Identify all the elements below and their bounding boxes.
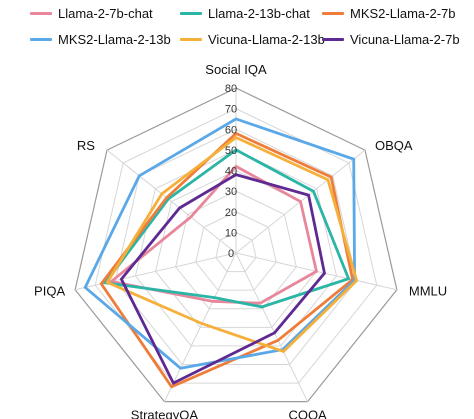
legend-item-5: Vicuna-Llama-2-7b — [322, 32, 460, 47]
series-1 — [102, 148, 351, 309]
grid-ring-50 — [134, 149, 338, 347]
legend-swatch-4 — [180, 38, 202, 41]
legend-item-3: MKS2-Llama-2-13b — [30, 32, 171, 47]
axis-label-2: MMLU — [409, 284, 447, 299]
axis-label-4: StrategyQA — [131, 408, 199, 419]
legend-label-2: MKS2-Llama-2-7b — [350, 6, 456, 21]
legend-label-4: Vicuna-Llama-2-13b — [208, 32, 325, 47]
tick-label-40: 40 — [225, 166, 237, 178]
legend-label-5: Vicuna-Llama-2-7b — [350, 32, 460, 47]
axis-label-5: PIQA — [34, 284, 65, 299]
legend-label-3: MKS2-Llama-2-13b — [58, 32, 171, 47]
legend-item-2: MKS2-Llama-2-7b — [322, 6, 456, 21]
grid-ring-10 — [215, 231, 257, 273]
axis-label-6: RS — [77, 138, 95, 153]
legend-label-1: Llama-2-13b-chat — [208, 6, 310, 21]
tick-label-0: 0 — [228, 248, 234, 260]
tick-label-20: 20 — [225, 207, 237, 219]
tick-label-70: 70 — [225, 104, 237, 116]
tick-label-80: 80 — [225, 83, 237, 95]
tick-label-60: 60 — [225, 124, 237, 136]
grid-ring-60 — [114, 128, 358, 365]
legend-item-4: Vicuna-Llama-2-13b — [180, 32, 325, 47]
axis-label-1: OBQA — [375, 138, 413, 153]
series-3 — [83, 117, 357, 370]
axis-label-0: Social IQA — [205, 62, 267, 77]
spoke-6 — [106, 149, 237, 254]
spoke-3 — [235, 252, 309, 402]
series-5 — [119, 173, 326, 385]
tick-label-10: 10 — [225, 227, 237, 239]
series-4 — [105, 135, 359, 354]
legend-swatch-3 — [30, 38, 52, 41]
axis-label-3: COQA — [288, 408, 327, 419]
legend-item-1: Llama-2-13b-chat — [180, 6, 310, 21]
tick-label-30: 30 — [225, 186, 237, 198]
legend-label-0: Llama-2-7b-chat — [58, 6, 153, 21]
tick-label-50: 50 — [225, 145, 237, 157]
grid-ring-80 — [74, 87, 398, 403]
legend: Llama-2-7b-chat Llama-2-13b-chat MKS2-Llam… — [0, 0, 474, 62]
series-2 — [99, 131, 355, 389]
legend-swatch-2 — [322, 12, 344, 15]
legend-item-0: Llama-2-7b-chat — [30, 6, 153, 21]
grid-ring-20 — [195, 211, 277, 291]
grid-ring-30 — [175, 190, 297, 310]
legend-swatch-0 — [30, 12, 52, 15]
legend-swatch-5 — [322, 38, 344, 41]
spoke-4 — [163, 252, 237, 402]
legend-swatch-1 — [180, 12, 202, 15]
